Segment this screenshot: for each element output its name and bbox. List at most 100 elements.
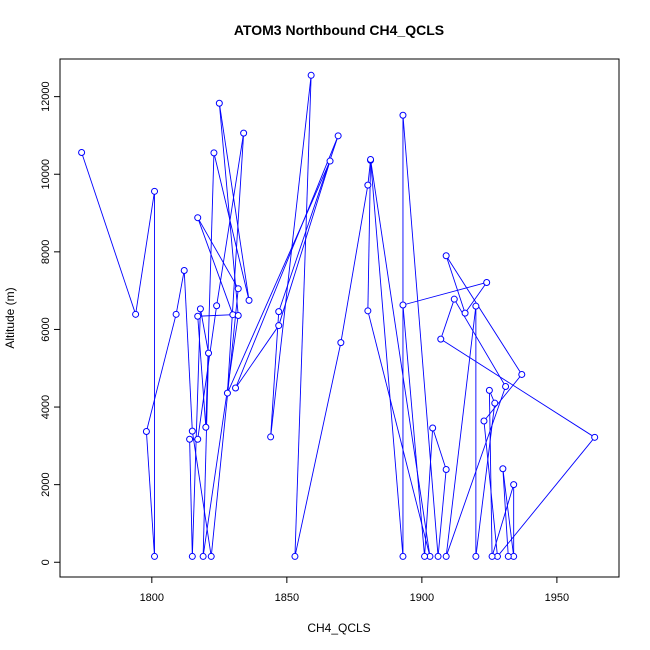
x-tick-label: 1950 <box>545 592 569 604</box>
data-point <box>78 149 86 157</box>
series-line-segment <box>402 282 487 306</box>
y-tick-label: 6000 <box>40 317 52 341</box>
data-point <box>199 552 207 560</box>
series-line-segment <box>197 217 239 289</box>
chart-title: ATOM3 Northbound CH4_QCLS <box>234 22 444 38</box>
data-point <box>483 278 491 286</box>
data-point <box>234 311 242 319</box>
series-line-segment <box>175 270 185 315</box>
data-point <box>399 111 407 119</box>
data-point <box>326 157 334 165</box>
data-point <box>510 481 518 489</box>
series-line-segment <box>227 160 331 394</box>
x-tick-label: 1900 <box>410 592 434 604</box>
series-line-segment <box>424 427 434 557</box>
data-point <box>367 155 375 163</box>
data-point <box>275 308 283 316</box>
data-point <box>399 301 407 309</box>
y-tick-label: 2000 <box>40 472 52 496</box>
series-line-segment <box>402 304 426 557</box>
data-point <box>442 252 450 260</box>
series-line-segment <box>502 468 515 557</box>
data-point <box>364 307 372 315</box>
data-point <box>188 427 196 435</box>
series-line-segment <box>135 191 155 315</box>
data-point <box>142 427 150 435</box>
series-line-segment <box>370 159 431 557</box>
data-point <box>213 302 221 310</box>
series-line-segment <box>270 311 280 437</box>
data-point <box>267 433 275 441</box>
data-point <box>234 285 242 293</box>
data-point <box>196 305 204 313</box>
data-point <box>132 310 140 318</box>
data-point <box>307 71 315 79</box>
data-point <box>421 552 429 560</box>
data-point <box>485 386 493 394</box>
series-line-segment <box>183 270 193 432</box>
series-line-segment <box>488 390 493 557</box>
series-line-segment <box>218 103 239 316</box>
series-line-segment <box>402 115 439 557</box>
data-point <box>334 132 342 140</box>
series-line-segment <box>197 305 218 440</box>
series-line-segment <box>445 255 466 314</box>
data-point <box>461 309 469 317</box>
data-point <box>186 435 194 443</box>
data-point <box>172 310 180 318</box>
series-line-segment <box>445 306 477 557</box>
x-axis-label: CH4_QCLS <box>307 621 370 635</box>
data-point <box>364 181 372 189</box>
data-point <box>223 389 231 397</box>
data-point <box>502 382 510 390</box>
data-point <box>480 417 488 425</box>
series-line-segment <box>197 316 207 428</box>
series-line-segment <box>210 288 239 557</box>
series-line-segment <box>235 325 280 389</box>
y-tick-label: 12000 <box>40 81 52 112</box>
data-point <box>194 435 202 443</box>
y-tick-label: 8000 <box>40 240 52 264</box>
series-line-segment <box>294 342 342 557</box>
data-point <box>437 335 445 343</box>
data-point <box>491 399 499 407</box>
series-line-segment <box>270 75 312 437</box>
plot-area: 1800 1850 1900 1950 0 2000 4000 6000 8000 10000 12… <box>40 58 620 604</box>
series-line-segment <box>502 468 509 557</box>
series-line-segment <box>235 135 339 389</box>
series-line-segment <box>440 338 595 438</box>
series-line-segment <box>218 103 250 301</box>
series-line-segment <box>81 152 137 315</box>
x-tick-label: 1800 <box>140 592 164 604</box>
data-point <box>472 552 480 560</box>
data-point <box>450 295 458 303</box>
series-line-segment <box>202 353 209 557</box>
series-line-segment <box>491 484 515 557</box>
data-point <box>194 312 202 320</box>
data-point <box>472 302 480 310</box>
data-point <box>151 552 159 560</box>
series-line-segment <box>483 374 523 422</box>
series-line-segment <box>205 152 215 428</box>
data-point <box>232 384 240 392</box>
series-line-segment <box>445 255 523 375</box>
series-line-segment <box>189 439 193 557</box>
series-line-segment <box>475 403 496 557</box>
series-line-segment <box>145 431 155 557</box>
data-point <box>518 370 526 378</box>
data-point <box>245 296 253 304</box>
data-point <box>434 552 442 560</box>
series-line-segment <box>440 299 455 340</box>
series-line-segment <box>294 75 312 557</box>
series-line-segment <box>278 135 339 312</box>
y-tick-label: 0 <box>40 559 52 565</box>
data-point <box>399 552 407 560</box>
series-line-segment <box>464 282 488 314</box>
series-line-segment <box>216 133 245 306</box>
series-line-segment <box>202 315 239 557</box>
series-line-segment <box>278 160 331 326</box>
series-line-segment <box>213 152 250 301</box>
data-point <box>240 129 248 137</box>
data-point <box>205 349 213 357</box>
